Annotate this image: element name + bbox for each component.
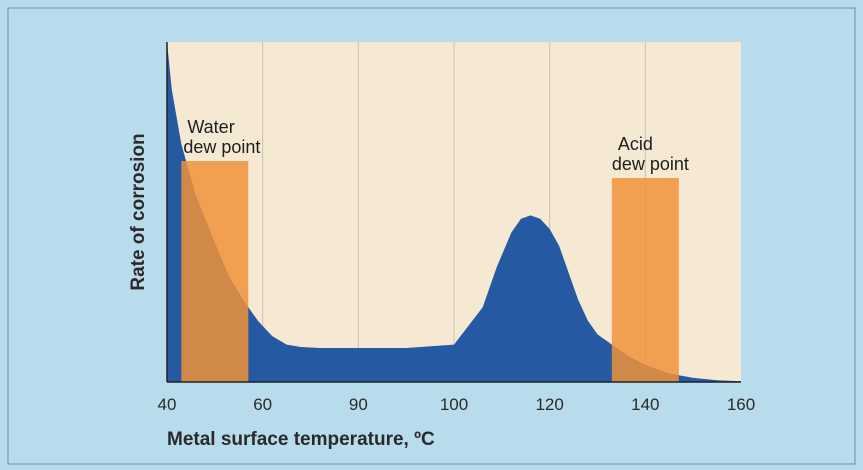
x-tick-label: 40 <box>158 395 177 414</box>
band-label-line1: Acid <box>618 134 653 154</box>
chart-frame <box>7 7 856 465</box>
band-label-line2: dew point <box>612 154 689 174</box>
band-label-line2: dew point <box>183 137 260 157</box>
x-tick-label: 100 <box>440 395 468 414</box>
y-axis-title: Rate of corrosion <box>128 133 149 290</box>
x-tick-labels: 40 60 90 100 120 140 160 <box>158 395 756 414</box>
x-axis-title: Metal surface temperature, ºC <box>167 429 435 450</box>
x-tick-label: 160 <box>727 395 755 414</box>
water-dew-point-band <box>181 161 249 382</box>
bands-layer <box>181 161 679 382</box>
band-label-line1: Water <box>187 117 234 137</box>
acid-dew-point-band <box>611 178 679 382</box>
x-tick-label: 90 <box>349 395 368 414</box>
x-tick-label: 120 <box>535 395 563 414</box>
x-tick-label: 140 <box>631 395 659 414</box>
x-tick-label: 60 <box>253 395 272 414</box>
